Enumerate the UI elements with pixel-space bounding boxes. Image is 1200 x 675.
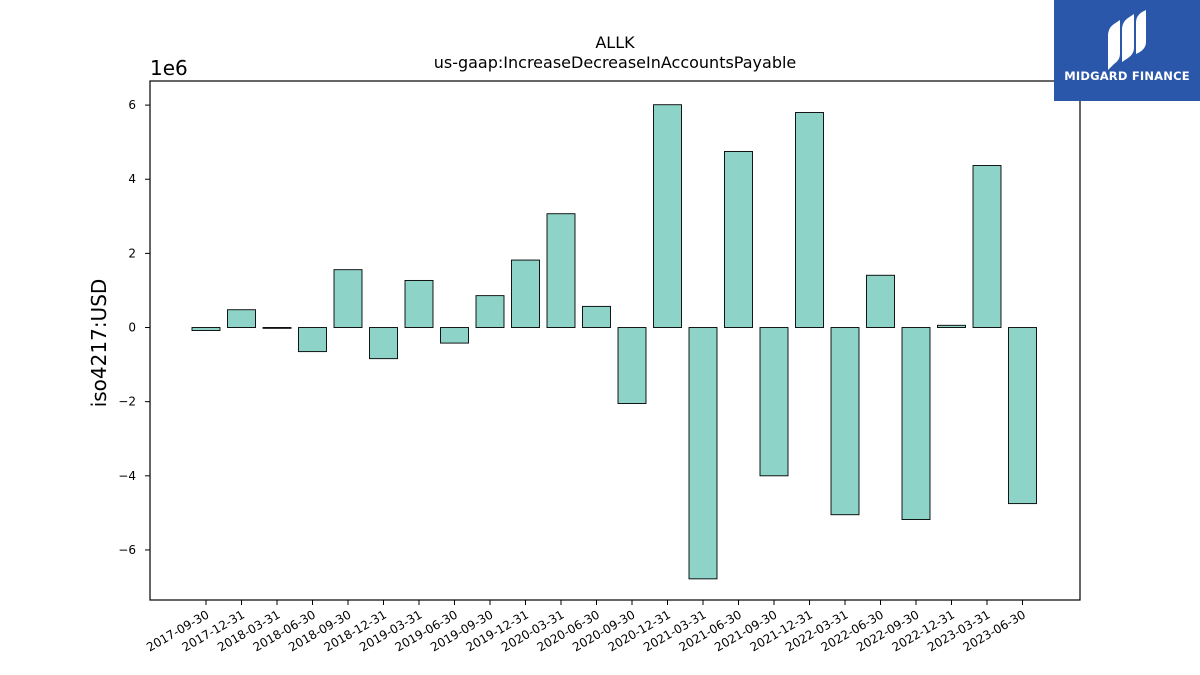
- bar-2021-06-30: [724, 150, 753, 328]
- y-tick-label: 0: [128, 321, 136, 335]
- midgard-logo-icon: [1108, 10, 1146, 70]
- bar-2019-12-31: [511, 259, 540, 328]
- y-tick-label: 4: [128, 172, 136, 186]
- bar-2020-12-31: [653, 104, 682, 328]
- bar-2020-06-30: [582, 305, 611, 328]
- bar-2020-09-30: [617, 327, 647, 404]
- y-offset-label: 1e6: [150, 56, 188, 80]
- bar-2017-12-31: [227, 309, 256, 328]
- bar-2018-09-30: [333, 269, 363, 328]
- logo-text: MIDGARD FINANCE: [1064, 69, 1190, 83]
- plot-frame: [149, 80, 1081, 601]
- bar-2022-12-31: [937, 324, 966, 328]
- bar-2022-06-30: [866, 274, 895, 328]
- bar-2021-03-31: [688, 327, 718, 580]
- midgard-finance-logo: MIDGARD FINANCE: [1054, 0, 1200, 101]
- bar-2019-06-30: [440, 327, 469, 344]
- chart-subtitle: us-gaap:IncreaseDecreaseInAccountsPayabl…: [434, 53, 797, 72]
- bar-2018-12-31: [369, 327, 398, 360]
- bar-2019-09-30: [475, 295, 505, 328]
- chart-title: ALLK: [595, 33, 635, 52]
- bar-2017-09-30: [191, 327, 221, 331]
- bar-2023-06-30: [1008, 327, 1037, 505]
- bar-2020-03-31: [546, 213, 576, 328]
- y-tick-label: −4: [118, 469, 136, 483]
- y-axis-ticks: −6 −4 −2 0 2 4 6: [118, 98, 150, 557]
- bar-2018-03-31: [262, 327, 292, 329]
- bars-group: [191, 104, 1037, 580]
- y-tick-label: 2: [128, 246, 136, 260]
- bar-2021-09-30: [759, 327, 789, 477]
- x-axis-ticks: 2017-09-302017-12-312018-03-312018-06-30…: [144, 600, 1028, 654]
- bar-2019-03-31: [404, 279, 434, 328]
- y-axis-label: iso4217:USD: [87, 279, 111, 408]
- y-tick-label: −2: [118, 395, 136, 409]
- bar-2023-03-31: [972, 165, 1002, 328]
- y-tick-label: −6: [118, 543, 136, 557]
- bar-2022-09-30: [901, 327, 931, 520]
- bar-2022-03-31: [830, 327, 860, 516]
- bar-2021-12-31: [795, 112, 824, 328]
- bar-2018-06-30: [298, 327, 327, 353]
- y-tick-label: 6: [128, 98, 136, 112]
